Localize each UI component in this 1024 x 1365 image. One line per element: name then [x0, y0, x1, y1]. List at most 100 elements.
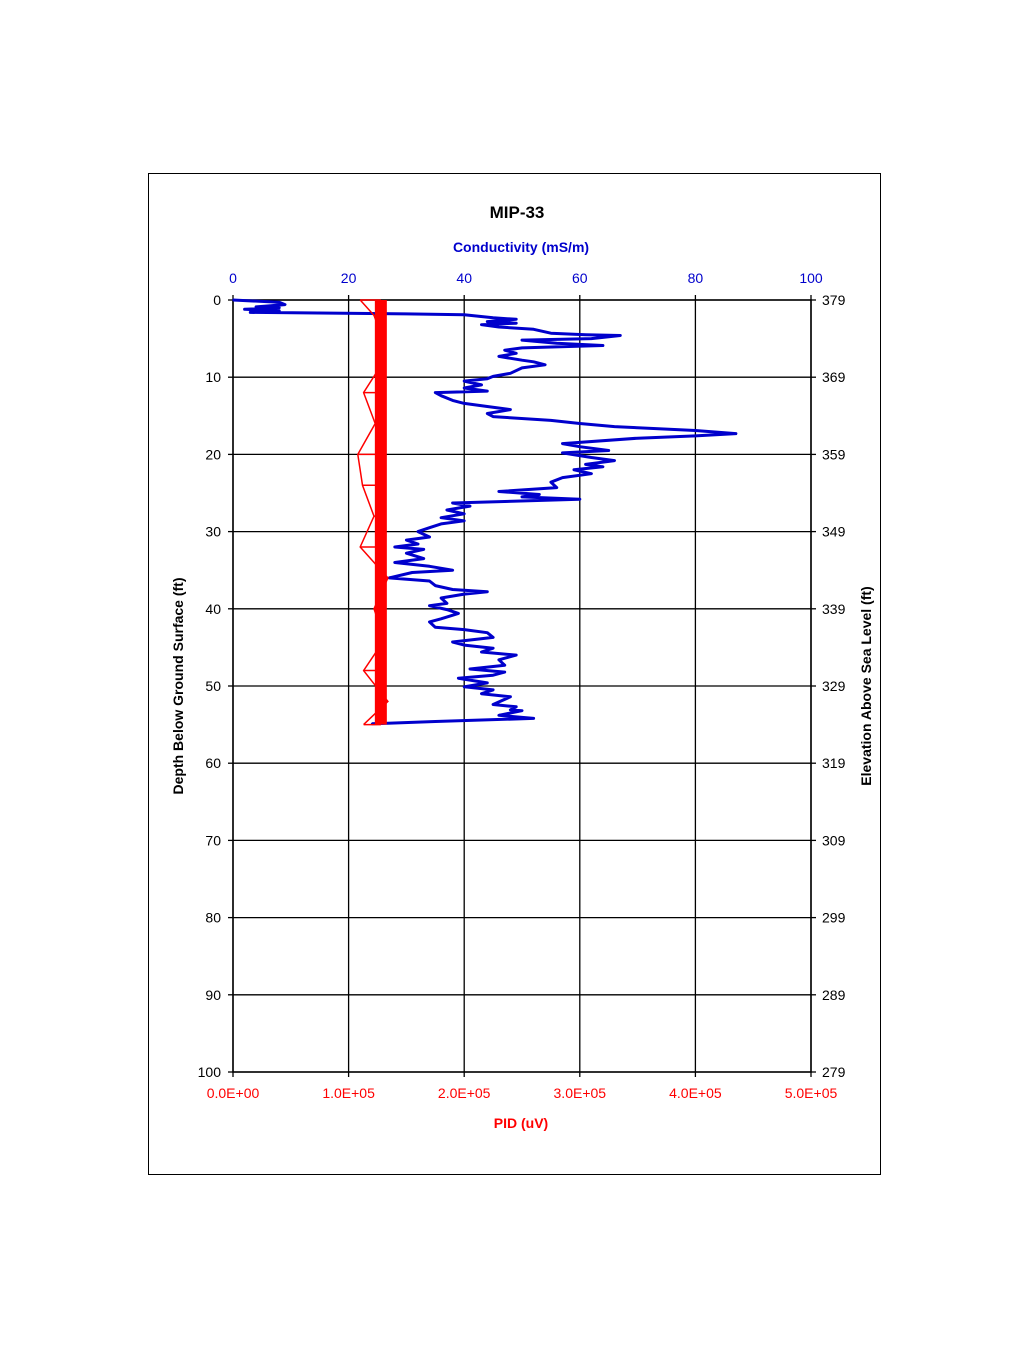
x-top-tick-label: 0: [229, 270, 237, 286]
conductivity-point: [492, 316, 494, 319]
conductivity-point: [440, 617, 442, 620]
y-right-tick-label: 289: [822, 987, 846, 1003]
conductivity-point: [486, 682, 489, 684]
conductivity-point: [521, 359, 523, 362]
conductivity-point: [428, 604, 431, 607]
y-right-tick-label: 279: [822, 1064, 846, 1080]
conductivity-point: [434, 391, 437, 394]
conductivity-point: [486, 405, 489, 408]
conductivity-point: [463, 380, 466, 382]
y-right-tick-label: 329: [822, 678, 846, 694]
y-left-tick-label: 70: [205, 832, 221, 848]
conductivity-point: [509, 709, 512, 711]
conductivity-point: [515, 318, 518, 321]
conductivity-point: [451, 588, 454, 591]
conductivity-point: [480, 323, 483, 326]
conductivity-point: [405, 552, 408, 555]
conductivity-point: [515, 654, 518, 657]
conductivity-point: [538, 493, 541, 496]
conductivity-point: [550, 481, 552, 484]
y-right-tick-label: 369: [822, 369, 846, 385]
conductivity-point: [602, 344, 604, 347]
x-bottom-tick-label: 3.0E+05: [554, 1085, 607, 1101]
conductivity-point: [509, 408, 512, 411]
conductivity-point: [550, 332, 552, 335]
conductivity-point: [561, 442, 564, 445]
x-top-tick-label: 40: [456, 270, 472, 286]
conductivity-point: [434, 720, 437, 723]
conductivity-point: [486, 390, 489, 392]
y-left-tick-label: 30: [205, 524, 221, 540]
conductivity-point: [578, 445, 581, 448]
conductivity-point: [463, 644, 466, 646]
right-axis-label: Elevation Above Sea Level (ft): [858, 586, 874, 785]
conductivity-point: [492, 415, 494, 418]
pid-band: [374, 300, 387, 725]
conductivity-point: [607, 449, 610, 452]
x-top-tick-label: 60: [572, 270, 588, 286]
conductivity-point: [486, 412, 489, 415]
conductivity-point: [417, 530, 419, 533]
y-left-tick-label: 50: [205, 678, 221, 694]
conductivity-point: [428, 565, 431, 568]
conductivity-point: [521, 495, 523, 498]
conductivity-point: [388, 577, 390, 579]
conductivity-point: [544, 363, 547, 366]
x-bottom-tick-label: 1.0E+05: [322, 1085, 375, 1101]
conductivity-point: [278, 306, 281, 309]
conductivity-series: [232, 298, 738, 726]
y-right-tick-label: 359: [822, 446, 846, 462]
conductivity-point: [463, 519, 466, 522]
bottom-axis-label: PID (uV): [494, 1115, 548, 1131]
conductivity-point: [497, 326, 500, 328]
conductivity-point: [619, 334, 622, 337]
conductivity-point: [451, 502, 454, 504]
conductivity-point: [232, 299, 234, 301]
conductivity-point: [497, 355, 500, 358]
conductivity-point: [463, 628, 466, 631]
y-right-tick-label: 299: [822, 910, 846, 926]
conductivity-point: [532, 717, 535, 720]
conductivity-point: [521, 339, 523, 342]
chart-frame: MIP-33 Conductivity (mS/m) PID (uV) Dept…: [148, 173, 881, 1175]
y-right-tick-label: 309: [822, 832, 846, 848]
x-bottom-tick-label: 5.0E+05: [785, 1085, 838, 1101]
conductivity-point: [445, 602, 448, 605]
conductivity-point: [463, 512, 466, 515]
y-right-tick-label: 379: [822, 292, 846, 308]
conductivity-point: [393, 561, 396, 564]
conductivity-point: [492, 375, 494, 378]
conductivity-point: [440, 516, 442, 519]
conductivity-point: [463, 313, 466, 316]
conductivity-point: [434, 584, 437, 587]
conductivity-point: [440, 522, 442, 525]
y-left-tick-label: 80: [205, 910, 221, 926]
grid: [228, 295, 816, 1077]
conductivity-point: [602, 465, 604, 468]
conductivity-point: [503, 671, 506, 674]
conductivity-point: [590, 456, 593, 459]
y-left-tick-label: 40: [205, 601, 221, 617]
conductivity-point: [445, 608, 448, 611]
conductivity-point: [694, 434, 697, 437]
conductivity-point: [284, 303, 286, 306]
conductivity-point: [428, 526, 431, 529]
chart-title: MIP-33: [490, 203, 545, 222]
conductivity-point: [469, 668, 471, 670]
x-bottom-tick-label: 0.0E+00: [207, 1085, 260, 1101]
conductivity-point: [428, 536, 431, 538]
top-axis-label: Conductivity (mS/m): [453, 239, 589, 255]
conductivity-point: [411, 571, 414, 574]
conductivity-point: [694, 429, 697, 432]
conductivity-point: [417, 543, 419, 545]
conductivity-point: [255, 306, 258, 308]
conductivity-point: [428, 580, 431, 582]
y-left-tick-label: 10: [205, 369, 221, 385]
x-top-tick-label: 100: [799, 270, 823, 286]
conductivity-point: [509, 695, 512, 698]
conductivity-point: [521, 346, 523, 349]
conductivity-point: [440, 597, 442, 599]
conductivity-point: [561, 476, 564, 479]
conductivity-point: [515, 705, 518, 708]
conductivity-point: [492, 647, 494, 650]
